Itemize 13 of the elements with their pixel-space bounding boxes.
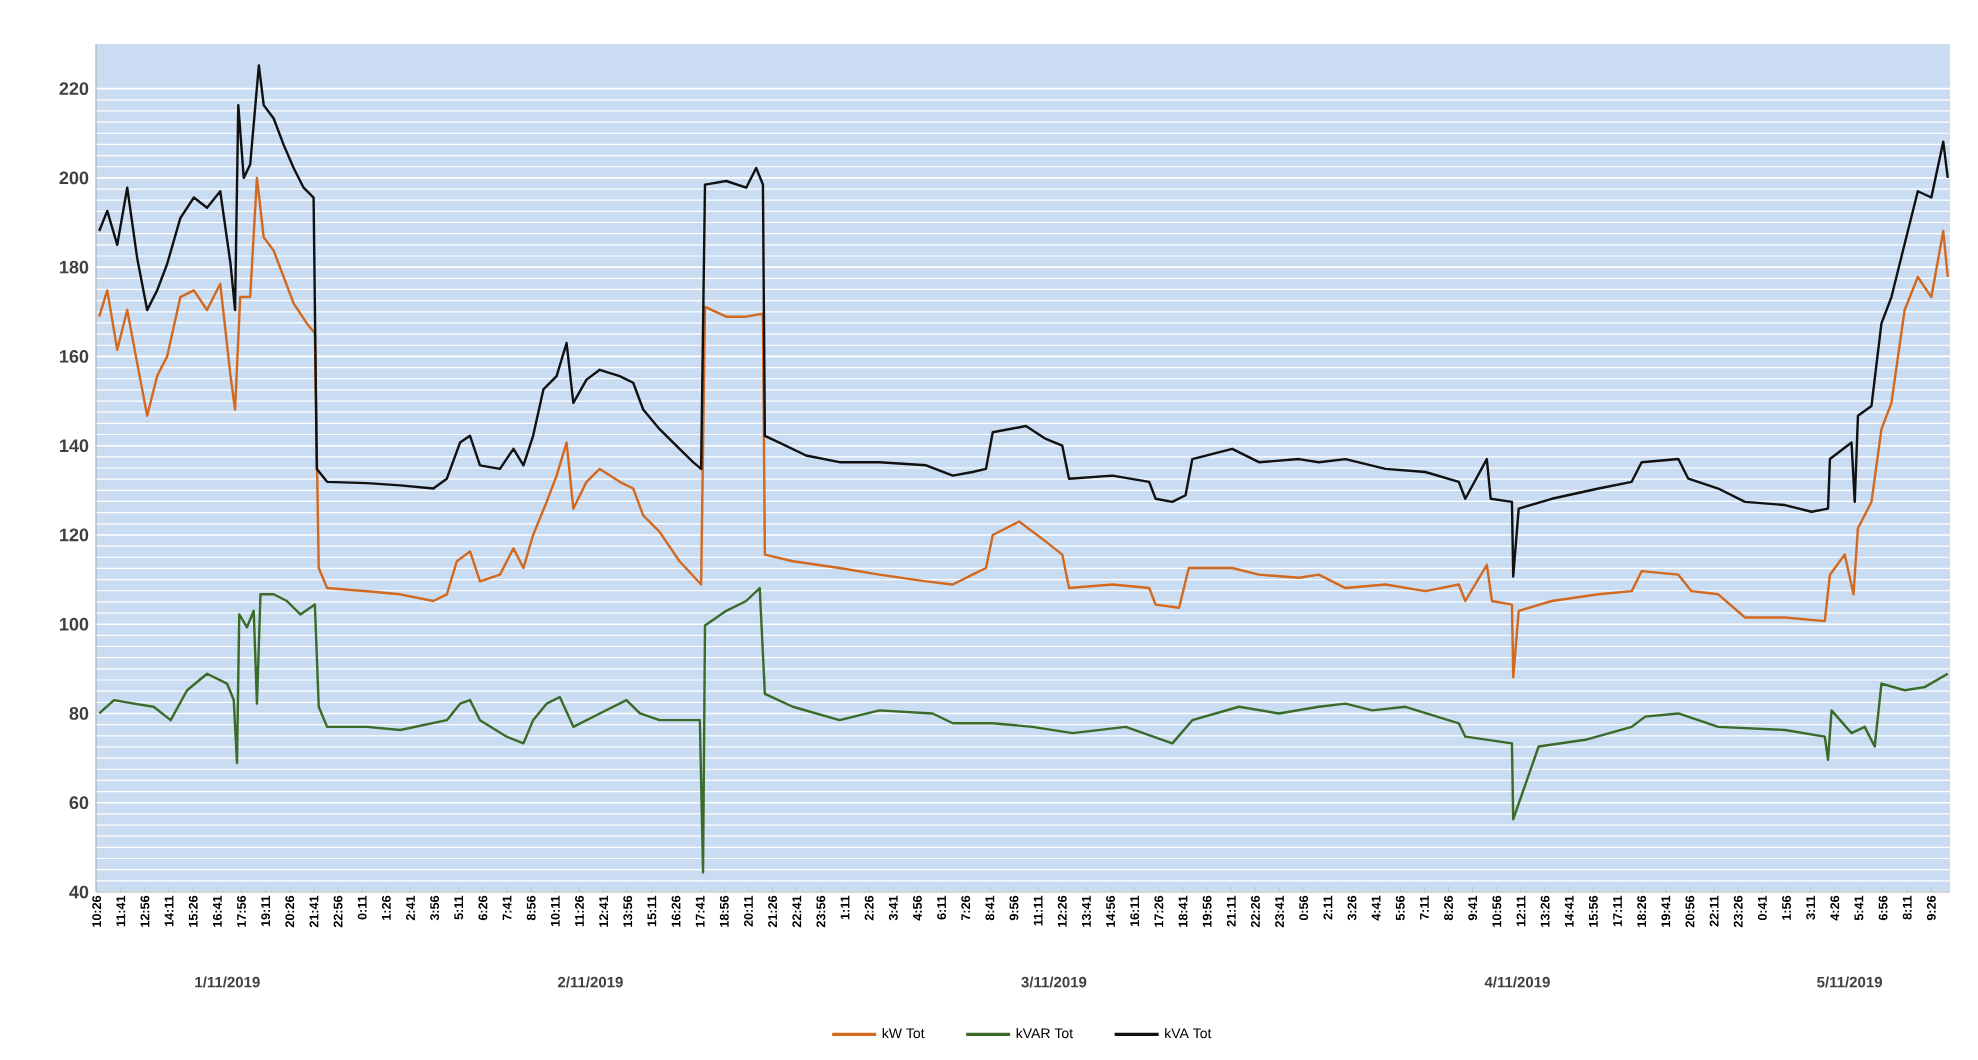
line-series <box>98 586 1949 874</box>
y-tick-label: 120 <box>60 528 89 542</box>
y-tick-label: 60 <box>69 796 89 810</box>
y-tick-label: 140 <box>60 439 89 453</box>
y-tick-label: 80 <box>69 707 89 720</box>
y-tick-label: 220 <box>59 82 89 96</box>
line-series <box>98 176 1949 679</box>
y-tick-label: 160 <box>60 350 89 363</box>
y-tick-label: 40 <box>69 885 89 899</box>
y-tick-label: 180 <box>60 260 89 274</box>
line-series <box>98 64 1949 578</box>
y-tick-label: 100 <box>60 617 89 631</box>
y-tick-label: 200 <box>59 171 89 185</box>
